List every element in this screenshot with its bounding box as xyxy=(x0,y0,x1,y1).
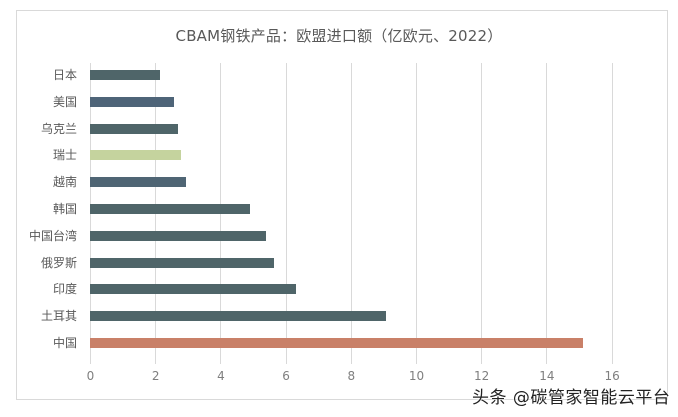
bar xyxy=(90,230,267,241)
x-tick-label: 14 xyxy=(539,369,555,383)
x-tick-label: 4 xyxy=(217,369,225,383)
gridline-10 xyxy=(416,63,417,364)
bar xyxy=(90,311,386,322)
category-label: 乌克兰 xyxy=(40,121,77,136)
category-label: 瑞士 xyxy=(52,148,77,163)
bar xyxy=(90,96,174,107)
bar xyxy=(90,177,186,188)
bar xyxy=(90,204,251,214)
category-label: 印度 xyxy=(52,282,77,297)
category-label: 日本 xyxy=(52,68,77,82)
x-tick-label: 0 xyxy=(86,369,95,383)
gridline-8 xyxy=(350,63,352,364)
category-label: 中国台湾 xyxy=(28,228,77,243)
category-label: 韩国 xyxy=(52,202,77,216)
bar xyxy=(90,257,275,268)
x-tick-label: 12 xyxy=(474,369,490,383)
plot-area xyxy=(90,63,630,364)
category-label: 俄罗斯 xyxy=(40,255,77,270)
x-tick-label: 10 xyxy=(408,369,425,383)
x-tick-label: 2 xyxy=(151,369,160,383)
bar xyxy=(90,150,181,161)
bar xyxy=(90,70,161,80)
category-label: 美国 xyxy=(52,94,77,109)
category-label: 中国 xyxy=(52,336,77,350)
bar xyxy=(90,123,178,134)
x-tick-label: 8 xyxy=(347,369,356,383)
gridline-14 xyxy=(546,63,548,364)
gridline-16 xyxy=(611,63,613,364)
category-label: 土耳其 xyxy=(40,309,77,324)
category-label: 越南 xyxy=(52,175,77,190)
bar xyxy=(90,338,584,348)
gridline-12 xyxy=(481,63,483,364)
watermark: 头条 @碳管家智能云平台 xyxy=(472,388,671,408)
gridline-6 xyxy=(285,63,287,364)
x-tick-label: 6 xyxy=(282,369,290,383)
bar xyxy=(90,284,297,295)
x-tick-label: 16 xyxy=(604,369,620,383)
chart-title: CBAM钢铁产品：欧盟进口额（亿欧元、2022） xyxy=(175,27,503,45)
